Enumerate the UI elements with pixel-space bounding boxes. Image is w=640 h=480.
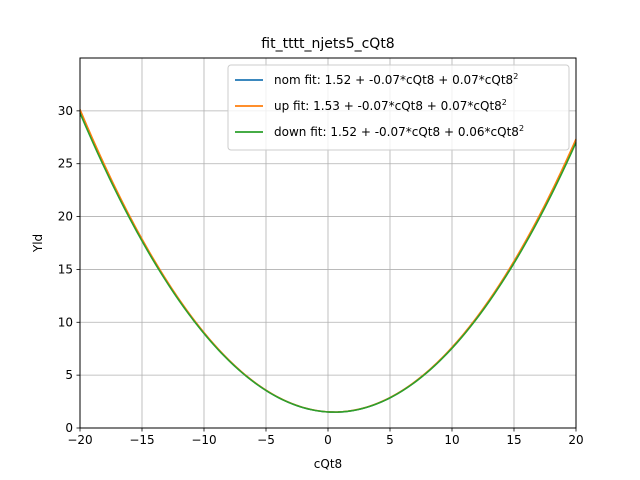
y-tick-label: 10 — [58, 315, 73, 329]
legend: nom fit: 1.52 + -0.07*cQt8 + 0.07*cQt82u… — [227, 64, 570, 151]
x-tick-label: 10 — [444, 433, 459, 447]
x-tick-label: −15 — [129, 433, 154, 447]
y-tick-label: 5 — [65, 368, 73, 382]
chart-title: fit_tttt_njets5_cQt8 — [261, 36, 394, 52]
y-tick-label: 20 — [58, 210, 73, 224]
y-axis-ticks: 0 5 10 15 20 25 30 — [58, 104, 80, 435]
x-tick-label: 15 — [506, 433, 521, 447]
legend-entry-exponent: 2 — [502, 98, 507, 107]
y-tick-label: 15 — [58, 262, 73, 276]
x-tick-label: −20 — [67, 433, 92, 447]
x-tick-label: 5 — [386, 433, 394, 447]
series-layer — [79, 109, 577, 413]
y-tick-label: 25 — [58, 157, 73, 171]
x-tick-label: −5 — [257, 433, 275, 447]
x-tick-label: 20 — [568, 433, 583, 447]
legend-box — [227, 64, 570, 151]
legend-entry-0: nom fit: 1.52 + -0.07*cQt8 + 0.07*cQt82 — [274, 72, 518, 87]
legend-entry-exponent: 2 — [513, 72, 518, 81]
x-tick-label: 0 — [324, 433, 332, 447]
series-line-2 — [79, 112, 577, 413]
legend-entry-2: down fit: 1.52 + -0.07*cQt8 + 0.06*cQt82 — [274, 124, 524, 139]
x-tick-label: −10 — [191, 433, 216, 447]
legend-entry-label: nom fit: 1.52 + -0.07*cQt8 + 0.07*cQt8 — [274, 73, 513, 87]
x-axis-label: cQt8 — [314, 457, 342, 471]
y-tick-label: 0 — [65, 421, 73, 435]
legend-entry-exponent: 2 — [519, 124, 524, 133]
x-axis-ticks: −20 −15 −10 −5 0 5 10 15 20 — [67, 428, 584, 447]
legend-entry-label: down fit: 1.52 + -0.07*cQt8 + 0.06*cQt8 — [274, 125, 519, 139]
legend-entry-label: up fit: 1.53 + -0.07*cQt8 + 0.07*cQt8 — [274, 99, 502, 113]
y-axis-label: Yld — [31, 234, 45, 253]
legend-entry-1: up fit: 1.53 + -0.07*cQt8 + 0.07*cQt82 — [274, 98, 507, 113]
y-tick-label: 30 — [58, 104, 73, 118]
